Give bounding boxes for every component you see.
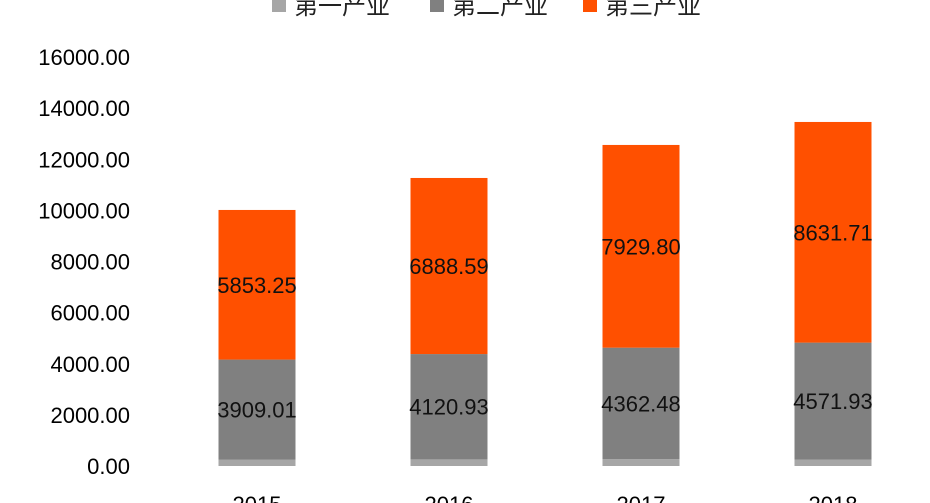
data-label: 8631.71 xyxy=(793,220,873,245)
y-tick-label: 4000.00 xyxy=(50,352,130,377)
bar-segment-2 xyxy=(794,342,872,460)
bar-segment-1 xyxy=(410,459,488,466)
y-tick-label: 6000.00 xyxy=(50,301,130,326)
data-label: 4120.93 xyxy=(409,395,489,420)
y-tick-label: 2000.00 xyxy=(50,403,130,428)
bar-segment-3 xyxy=(218,209,296,360)
y-tick-label: 8000.00 xyxy=(50,250,130,275)
bar-segment-3 xyxy=(410,177,488,355)
bar-segment-1 xyxy=(602,459,680,466)
data-label: 4571.93 xyxy=(793,389,873,414)
bar-segment-2 xyxy=(602,347,680,460)
x-tick-label: 2016 xyxy=(425,492,474,503)
x-tick-label: 2017 xyxy=(617,492,666,503)
y-tick-label: 16000.00 xyxy=(38,45,130,70)
data-label: 3909.01 xyxy=(217,398,297,423)
bar-segment-1 xyxy=(794,459,872,466)
bar-segment-2 xyxy=(218,359,296,460)
legend-swatch xyxy=(583,0,597,12)
y-tick-label: 14000.00 xyxy=(38,96,130,121)
y-tick-label: 10000.00 xyxy=(38,198,130,223)
data-label: 4362.48 xyxy=(601,391,681,416)
bar-segment-3 xyxy=(794,121,872,343)
bar-segment-1 xyxy=(218,459,296,466)
bar-segment-3 xyxy=(602,144,680,348)
data-label: 6888.59 xyxy=(409,254,489,279)
legend-swatch xyxy=(272,0,286,12)
legend-label: 第二产业 xyxy=(452,0,548,20)
legend-label: 第一产业 xyxy=(294,0,390,20)
legend-label: 第三产业 xyxy=(605,0,701,20)
data-label: 5853.25 xyxy=(217,273,297,298)
data-label: 7929.80 xyxy=(601,234,681,259)
x-tick-label: 2015 xyxy=(233,492,282,503)
x-tick-label: 2018 xyxy=(809,492,858,503)
bar-segment-2 xyxy=(410,354,488,460)
legend-swatch xyxy=(430,0,444,12)
y-tick-label: 0.00 xyxy=(87,454,130,479)
y-tick-label: 12000.00 xyxy=(38,147,130,172)
